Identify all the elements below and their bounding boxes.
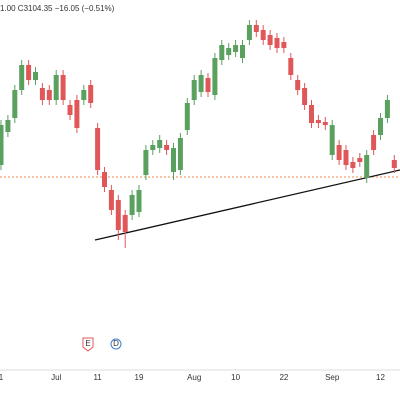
candle-body — [198, 75, 204, 92]
x-tick-label: 1 — [0, 373, 4, 382]
candle-body — [378, 118, 383, 135]
candle-body — [88, 85, 94, 103]
candle-body — [0, 125, 4, 165]
x-tick-label: 19 — [135, 373, 144, 382]
candle-body — [171, 148, 176, 172]
candle-body — [19, 65, 25, 90]
candle-body — [267, 35, 273, 45]
candle-body — [226, 48, 232, 55]
candle-body — [274, 38, 280, 48]
candle-body — [295, 80, 301, 90]
candle-body — [53, 75, 59, 100]
candle-body — [12, 90, 18, 118]
candle-body — [67, 105, 73, 115]
event-e[interactable]: E — [82, 337, 94, 352]
candle-body — [46, 90, 52, 100]
candle-body — [233, 45, 239, 52]
x-tick-label: 11 — [93, 373, 102, 382]
event-marker[interactable] — [110, 338, 122, 350]
candle-body — [371, 135, 377, 150]
event-label: E — [85, 339, 90, 348]
x-tick-label: 12 — [376, 373, 385, 382]
candle-body — [136, 190, 142, 212]
candle-body — [322, 122, 328, 125]
candle-body — [288, 58, 294, 75]
candle-body — [5, 120, 11, 132]
candle-body — [260, 30, 266, 40]
candle-body — [150, 145, 156, 150]
candle-body — [205, 78, 211, 92]
candle-body — [240, 45, 245, 58]
candle-body — [81, 90, 87, 100]
x-tick-label: Jul — [51, 373, 61, 382]
candle-body — [219, 45, 225, 60]
candle-body — [184, 103, 190, 130]
candle-body — [108, 190, 114, 210]
candle-body — [129, 195, 135, 215]
candle-body — [122, 215, 128, 232]
candle-body — [177, 138, 183, 170]
candle-body — [384, 100, 390, 118]
x-tick-label: 22 — [279, 373, 288, 382]
candle-body — [281, 42, 287, 48]
candle-body — [357, 158, 363, 162]
x-tick-label: 10 — [231, 373, 240, 382]
candle-body — [315, 120, 321, 123]
candle-body — [74, 100, 80, 128]
candle-body — [26, 65, 32, 80]
candle-body — [157, 140, 163, 148]
event-marker[interactable] — [82, 337, 94, 352]
candle-body — [343, 150, 349, 165]
event-d[interactable]: D — [110, 338, 122, 350]
x-tick-label: Aug — [187, 373, 201, 382]
x-tick-label: Sep — [325, 373, 340, 382]
candle-body — [329, 125, 335, 155]
candle-body — [95, 128, 101, 170]
candle-body — [102, 172, 107, 187]
candle-body — [212, 58, 218, 95]
candle-body — [391, 160, 397, 168]
candle-body — [309, 105, 314, 123]
candle-body — [364, 155, 370, 178]
trend-line — [94, 169, 400, 241]
candle-body — [164, 145, 170, 150]
candle-body — [115, 200, 121, 230]
event-label: D — [113, 339, 119, 348]
candle-body — [143, 150, 149, 175]
candle-body — [39, 88, 45, 100]
candle-body — [191, 80, 197, 100]
candle-body — [60, 75, 66, 100]
candle-body — [350, 162, 356, 168]
header-quote: 1.00 C3104.35 −16.05 (−0.51%) — [0, 4, 115, 13]
candle-body — [336, 145, 342, 160]
candle-body — [302, 88, 308, 105]
candle-body — [253, 25, 259, 32]
candle-body — [33, 72, 38, 80]
candle-body — [246, 25, 252, 40]
